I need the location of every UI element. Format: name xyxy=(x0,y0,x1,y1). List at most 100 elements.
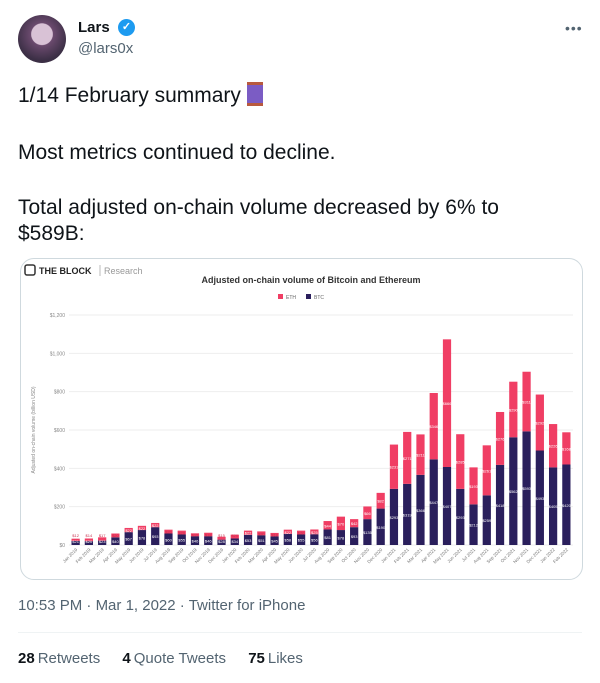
y-tick-label: $400 xyxy=(54,466,65,472)
data-label-eth: $15 xyxy=(192,533,199,538)
bar-btc xyxy=(403,483,412,545)
data-label-btc: $93 xyxy=(351,534,358,539)
bar-btc xyxy=(217,539,226,545)
data-label-eth: $346 xyxy=(429,424,439,429)
tweet-line-1: 1/14 February summary xyxy=(18,82,263,109)
data-label-eth: $82 xyxy=(377,499,384,504)
data-label-eth: $20 xyxy=(165,530,172,535)
thread-spool-icon xyxy=(246,82,263,106)
divider xyxy=(18,632,582,633)
data-label-eth: $20 xyxy=(258,531,265,536)
bar-eth xyxy=(509,381,518,438)
bar-eth xyxy=(456,434,465,489)
data-label-btc: $78 xyxy=(338,536,345,541)
data-label-eth: $20 xyxy=(178,531,185,536)
retweet-count: 28 xyxy=(18,650,35,667)
tweet-time[interactable]: 10:53 PM xyxy=(18,597,83,614)
likes-link[interactable]: 75 Likes xyxy=(248,650,303,667)
bar-eth xyxy=(323,521,332,530)
data-label-btc: $51 xyxy=(258,538,265,543)
separator: · xyxy=(179,597,185,614)
bar-eth xyxy=(230,534,239,539)
more-icon[interactable]: ••• xyxy=(565,20,583,36)
data-label-eth: $22 xyxy=(245,531,252,536)
data-label-btc: $190 xyxy=(376,525,386,530)
bar-eth xyxy=(164,529,173,534)
quote-count: 4 xyxy=(122,650,131,667)
data-label-btc: $81 xyxy=(324,535,331,540)
tweet-stats: 28 Retweets 4 Quote Tweets 75 Likes xyxy=(18,650,321,667)
bar-eth xyxy=(177,530,186,535)
legend-swatch-btc xyxy=(306,294,311,299)
bar-btc xyxy=(548,467,558,545)
data-label-eth: $666 xyxy=(443,401,453,406)
like-count: 75 xyxy=(248,650,265,667)
bar-btc xyxy=(389,488,399,545)
y-tick-label: $0 xyxy=(59,543,65,549)
x-tick-label: Jun 2019 xyxy=(128,547,145,564)
data-label-eth: $226 xyxy=(549,444,559,449)
bar-eth xyxy=(296,530,306,535)
data-label-btc: $562 xyxy=(509,489,519,494)
data-label-btc: $58 xyxy=(284,537,291,542)
bar-btc xyxy=(111,537,120,545)
user-name[interactable]: Lars xyxy=(78,19,110,36)
data-label-btc: $259 xyxy=(482,518,492,523)
bar-btc xyxy=(323,529,332,545)
bar-eth xyxy=(469,467,478,505)
data-label-btc: $46 xyxy=(192,539,199,544)
bar-btc xyxy=(336,530,346,545)
data-label-btc: $418 xyxy=(496,503,506,508)
data-label-btc: $212 xyxy=(469,523,479,528)
data-label-eth: $20 xyxy=(231,533,238,538)
data-label-btc: $55 xyxy=(178,538,185,543)
bar-btc xyxy=(350,527,359,545)
data-label-btc: $53 xyxy=(245,538,252,543)
bar-eth xyxy=(111,533,120,538)
user-handle[interactable]: @lars0x xyxy=(78,40,134,57)
bar-btc xyxy=(230,538,239,545)
data-label-btc: $135 xyxy=(363,530,373,535)
bar-eth xyxy=(363,506,372,520)
x-tick-label: Jun 2021 xyxy=(446,547,463,564)
data-label-eth: $290 xyxy=(509,407,519,412)
tweet-meta: 10:53 PM · Mar 1, 2022 · Twitter for iPh… xyxy=(18,597,305,614)
data-label-eth: $22 xyxy=(152,523,159,528)
bar-eth xyxy=(137,525,147,531)
chart-image[interactable]: THE BLOCK Research Adjusted on-chain volum… xyxy=(20,258,583,580)
bar-eth xyxy=(429,393,438,460)
y-tick-label: $800 xyxy=(54,390,65,396)
bar-btc xyxy=(416,474,425,545)
bar-btc xyxy=(243,534,253,545)
bar-eth xyxy=(124,527,133,533)
data-label-eth: $17 xyxy=(99,533,106,538)
bar-btc xyxy=(522,431,531,545)
bar-eth xyxy=(562,432,571,465)
tweet-source[interactable]: Twitter for iPhone xyxy=(188,597,306,614)
tweet-date[interactable]: Mar 1, 2022 xyxy=(95,597,176,614)
data-label-btc: $319 xyxy=(403,512,413,517)
x-tick-label: Jun 2020 xyxy=(287,547,304,564)
data-label-btc: $56 xyxy=(311,538,318,543)
bar-btc xyxy=(456,488,465,545)
data-label-eth: $22 xyxy=(284,530,291,535)
legend-label-eth: ETH xyxy=(286,295,296,301)
bar-btc xyxy=(429,459,438,545)
data-label-eth: $15 xyxy=(218,533,225,538)
data-label-eth: $44 xyxy=(324,523,331,528)
retweets-link[interactable]: 28 Retweets xyxy=(18,650,100,667)
bar-btc xyxy=(469,504,478,545)
data-label-eth: $261 xyxy=(482,468,492,473)
data-label-btc: $45 xyxy=(271,539,278,544)
quotes-link[interactable]: 4 Quote Tweets xyxy=(122,650,226,667)
bar-eth xyxy=(151,522,160,528)
retweet-label: Retweets xyxy=(37,650,101,667)
bar-eth xyxy=(204,532,213,537)
bar-btc xyxy=(124,532,133,545)
bar-eth xyxy=(416,434,425,475)
avatar[interactable] xyxy=(18,15,66,63)
data-label-eth: $18 xyxy=(271,533,278,538)
chart-title: Adjusted on-chain volume of Bitcoin and … xyxy=(201,275,420,285)
data-label-btc: $21 xyxy=(72,539,79,544)
data-label-btc: $34 xyxy=(231,539,238,544)
